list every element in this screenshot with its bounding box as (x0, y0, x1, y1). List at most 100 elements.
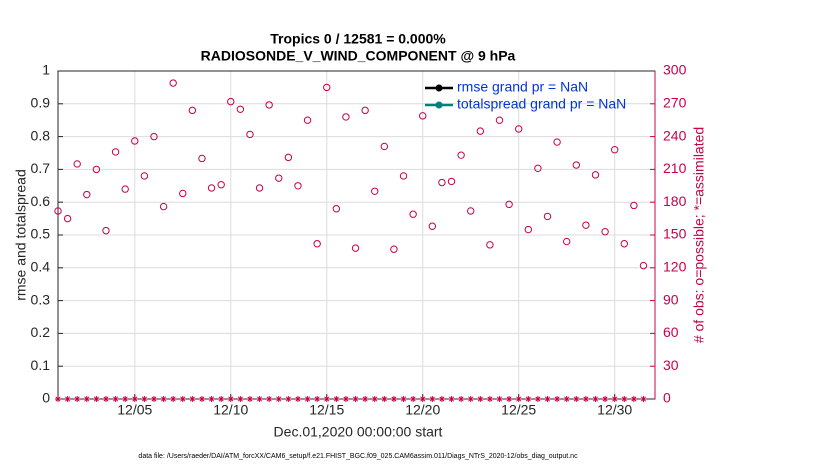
obs-possible-marker (121, 185, 129, 193)
y-tick-label: 0.2 (31, 324, 51, 340)
obs-assimilated-marker (74, 396, 81, 402)
obs-assimilated-marker (64, 396, 71, 402)
obs-assimilated-marker (352, 396, 359, 402)
obs-assimilated-marker (458, 396, 465, 402)
obs-assimilated-marker (55, 396, 61, 402)
obs-assimilated-marker (227, 396, 234, 402)
obs-possible-marker (515, 125, 523, 133)
obs-possible-marker (476, 127, 485, 135)
y2-tick-label: 30 (663, 357, 679, 373)
y-tick-label: 0.9 (31, 95, 51, 111)
obs-assimilated-marker (122, 396, 129, 402)
obs-possible-marker (582, 221, 590, 229)
obs-possible-marker (111, 148, 120, 156)
obs-assimilated-marker (256, 396, 263, 402)
obs-possible-marker (457, 151, 465, 159)
obs-possible-marker (620, 240, 628, 248)
obs-possible-marker (227, 97, 235, 106)
y2-tick-label: 150 (663, 226, 687, 242)
obs-assimilated-marker (179, 396, 186, 402)
obs-possible-marker (534, 164, 542, 173)
obs-assimilated-marker (544, 396, 551, 402)
y2-tick-label: 90 (663, 291, 679, 307)
y-tick-label: 1 (42, 62, 50, 78)
obs-assimilated-marker (141, 396, 148, 402)
obs-assimilated-marker (563, 396, 570, 402)
obs-assimilated-marker (611, 396, 618, 402)
obs-possible-marker (265, 101, 273, 109)
obs-assimilated-marker (592, 396, 599, 402)
obs-possible-marker (399, 172, 408, 180)
y-axis-label: rmse and totalspread (13, 169, 29, 301)
obs-possible-marker (236, 105, 245, 113)
obs-assimilated-marker (208, 396, 215, 402)
obs-assimilated-marker (333, 396, 340, 402)
y2-tick-label: 0 (663, 390, 671, 406)
y2-tick-label: 60 (663, 324, 679, 340)
legend-label: rmse grand pr = NaN (457, 79, 588, 95)
obs-assimilated-marker (314, 396, 321, 402)
obs-assimilated-marker (170, 396, 177, 402)
legend-marker (435, 84, 443, 92)
y-tick-label: 0.1 (31, 357, 51, 373)
obs-assimilated-marker (582, 396, 589, 402)
obs-possible-marker (543, 212, 552, 221)
obs-possible-marker (102, 226, 110, 235)
obs-assimilated-marker (294, 396, 301, 402)
obs-assimilated-marker (390, 396, 397, 402)
obs-assimilated-marker (83, 396, 90, 402)
obs-possible-marker (553, 138, 561, 146)
y2-tick-label: 270 (663, 95, 687, 111)
obs-assimilated-marker (275, 396, 282, 402)
x-tick-label: 12/30 (597, 402, 632, 418)
obs-possible-marker (419, 112, 427, 120)
obs-possible-marker (428, 222, 437, 230)
x-tick-label: 12/15 (309, 402, 344, 418)
obs-possible-marker (390, 245, 398, 253)
obs-assimilated-marker (554, 396, 561, 402)
obs-possible-marker (409, 210, 417, 218)
obs-possible-marker (73, 160, 81, 168)
y2-axis-label: # of obs: o=possible; *=assimilated (691, 127, 707, 343)
obs-assimilated-marker (150, 396, 157, 402)
obs-possible-marker (332, 205, 341, 213)
y-tick-label: 0.5 (31, 226, 51, 242)
obs-possible-marker (246, 130, 254, 139)
obs-assimilated-marker (573, 396, 580, 402)
obs-assimilated-marker (237, 396, 244, 402)
legend-label: totalspread grand pr = NaN (457, 96, 626, 112)
obs-possible-marker (169, 79, 177, 87)
obs-assimilated-marker (362, 396, 369, 402)
obs-possible-marker (255, 184, 264, 192)
obs-assimilated-marker (381, 396, 388, 402)
obs-assimilated-marker (371, 396, 378, 402)
obs-assimilated-marker (246, 396, 253, 402)
y-tick-label: 0.6 (31, 193, 51, 209)
obs-possible-marker (303, 116, 312, 124)
obs-assimilated-marker (525, 396, 532, 402)
obs-assimilated-marker (630, 396, 637, 402)
y-tick-label: 0.4 (31, 259, 51, 275)
chart-subtitle: RADIOSONDE_V_WIND_COMPONENT @ 9 hPa (201, 48, 516, 64)
x-axis-label: Dec.01,2020 00:00:00 start (274, 424, 443, 440)
y2-tick-label: 300 (663, 62, 687, 78)
obs-possible-marker (371, 187, 379, 195)
obs-assimilated-marker (218, 396, 225, 402)
obs-possible-marker (150, 132, 158, 141)
obs-possible-marker (323, 83, 331, 92)
obs-assimilated-marker (429, 396, 436, 402)
obs-assimilated-marker (323, 396, 330, 402)
obs-assimilated-marker (448, 396, 455, 402)
obs-possible-marker (610, 146, 619, 154)
y2-tick-label: 180 (663, 193, 687, 209)
obs-possible-marker (198, 154, 206, 163)
y2-tick-label: 120 (663, 259, 687, 275)
obs-assimilated-marker (419, 396, 426, 402)
legend-marker (435, 101, 443, 109)
obs-assimilated-marker (131, 396, 138, 402)
obs-assimilated-marker (189, 396, 196, 402)
obs-assimilated-marker (198, 396, 205, 402)
obs-assimilated-marker (160, 396, 167, 402)
obs-possible-marker (486, 241, 494, 249)
